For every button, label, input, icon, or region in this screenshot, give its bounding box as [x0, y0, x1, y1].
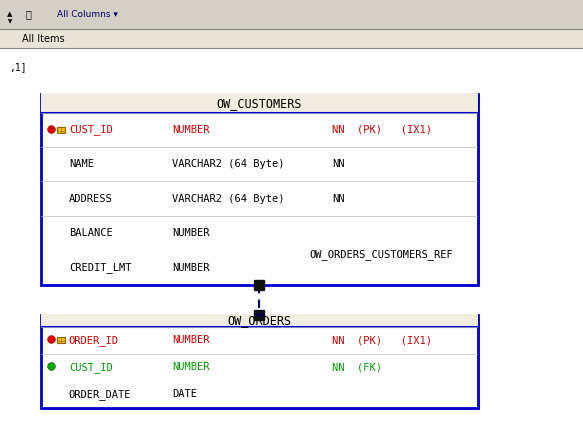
Bar: [41, 94, 478, 285]
Bar: [57, 127, 65, 133]
Bar: [41, 94, 478, 113]
Bar: [43, 95, 480, 286]
Text: CUST_ID: CUST_ID: [69, 362, 113, 373]
Text: VARCHAR2 (64 Byte): VARCHAR2 (64 Byte): [172, 159, 285, 169]
Bar: [41, 314, 478, 408]
Text: ORDER_DATE: ORDER_DATE: [69, 389, 131, 400]
Text: OW_ORDERS: OW_ORDERS: [227, 314, 292, 327]
Bar: [0, 29, 583, 48]
Text: All Items: All Items: [22, 34, 65, 44]
Text: ADDRESS: ADDRESS: [69, 194, 113, 204]
Text: CREDIT_LMT: CREDIT_LMT: [69, 262, 131, 273]
Bar: [43, 316, 480, 410]
Text: NUMBER: NUMBER: [172, 363, 209, 372]
Bar: [0, 0, 583, 29]
Text: NN  (PK)   (IX1): NN (PK) (IX1): [332, 125, 433, 135]
Text: ▼: ▼: [8, 19, 12, 24]
Text: NN: NN: [332, 159, 345, 169]
Text: NN  (PK)   (IX1): NN (PK) (IX1): [332, 335, 433, 345]
Text: DATE: DATE: [172, 389, 197, 400]
Text: NUMBER: NUMBER: [172, 228, 209, 238]
Text: NUMBER: NUMBER: [172, 263, 209, 272]
Text: BALANCE: BALANCE: [69, 228, 113, 238]
Text: ORDER_ID: ORDER_ID: [69, 335, 119, 346]
Bar: [41, 314, 478, 327]
Text: NAME: NAME: [69, 159, 94, 169]
Text: CUST_ID: CUST_ID: [69, 125, 113, 135]
Text: OW_CUSTOMERS: OW_CUSTOMERS: [217, 96, 302, 110]
Text: All Columns ▾: All Columns ▾: [57, 10, 118, 19]
Text: NUMBER: NUMBER: [172, 125, 209, 135]
Text: NN  (FK): NN (FK): [332, 363, 382, 372]
Text: NUMBER: NUMBER: [172, 335, 209, 345]
Text: NN: NN: [332, 194, 345, 204]
Text: ▲: ▲: [7, 11, 13, 17]
Bar: [57, 337, 65, 343]
Text: ,1]: ,1]: [9, 62, 26, 73]
Text: OW_ORDERS_CUSTOMERS_REF: OW_ORDERS_CUSTOMERS_REF: [309, 249, 453, 261]
Text: 🔍: 🔍: [25, 9, 31, 20]
Text: VARCHAR2 (64 Byte): VARCHAR2 (64 Byte): [172, 194, 285, 204]
Bar: [0, 48, 583, 425]
